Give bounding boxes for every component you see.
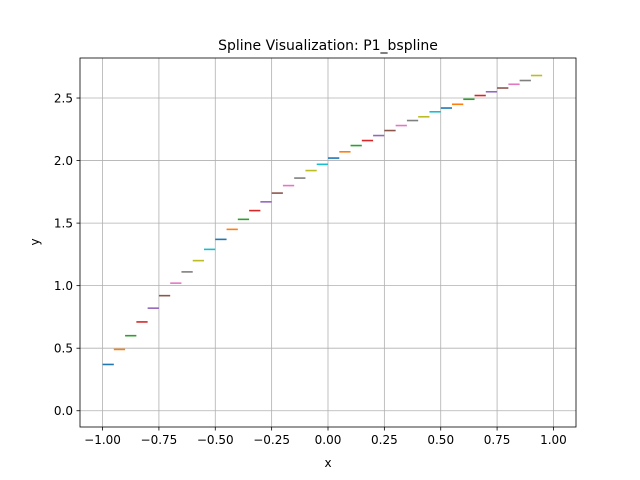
spline-segments	[102, 74, 543, 366]
y-tick-label: 1.0	[54, 279, 73, 293]
chart-title: Spline Visualization: P1_bspline	[218, 38, 438, 54]
y-tick-label: 0.0	[54, 404, 73, 418]
x-axis-label: x	[324, 456, 331, 470]
y-axis-label: y	[28, 238, 42, 245]
grid	[80, 58, 576, 427]
x-tick-label: 1.00	[540, 433, 567, 447]
x-tick-label: 0.25	[371, 433, 398, 447]
x-axis-ticks: −1.00 −0.75 −0.50 −0.25 0.00 0.25 0.50 0.75 1.00	[84, 427, 567, 447]
y-tick-label: 2.5	[54, 92, 73, 106]
y-tick-label: 2.0	[54, 154, 73, 168]
x-tick-label: 0.00	[315, 433, 342, 447]
x-tick-label: 0.75	[484, 433, 511, 447]
y-tick-label: 0.5	[54, 342, 73, 356]
x-tick-label: −0.75	[141, 433, 178, 447]
x-tick-label: 0.50	[427, 433, 454, 447]
x-tick-label: −0.25	[253, 433, 290, 447]
y-axis-ticks: 0.0 0.5 1.0 1.5 2.0 2.5	[54, 92, 80, 418]
y-tick-label: 1.5	[54, 217, 73, 231]
x-tick-label: −1.00	[84, 433, 121, 447]
x-tick-label: −0.50	[197, 433, 234, 447]
